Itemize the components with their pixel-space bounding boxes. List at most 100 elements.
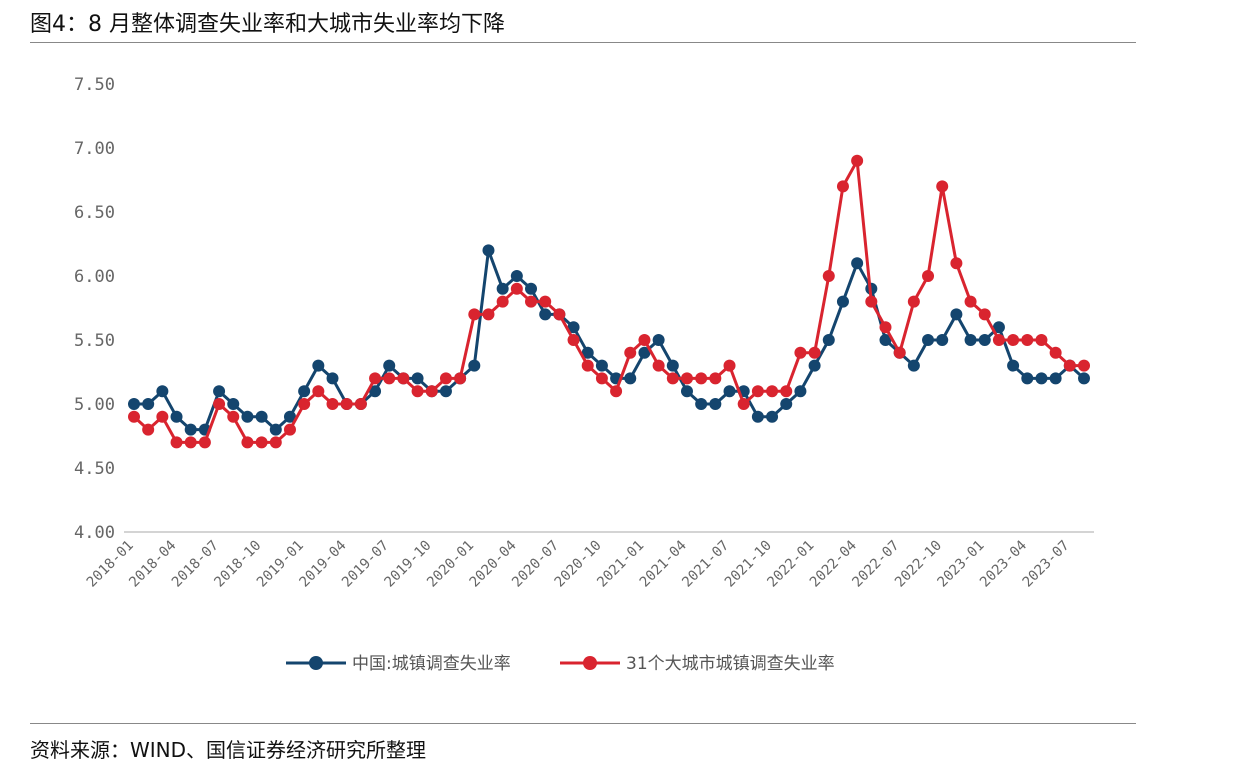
data-point	[213, 398, 226, 410]
data-point	[1063, 359, 1076, 372]
data-point	[893, 346, 906, 359]
data-point	[369, 385, 382, 398]
data-point	[496, 295, 509, 308]
data-point	[907, 295, 920, 308]
source-note: 资料来源：WIND、国信证券经济研究所整理	[30, 738, 427, 762]
data-point	[482, 308, 495, 321]
data-point	[595, 372, 608, 385]
figure-title: 图4：8 月整体调查失业率和大城市失业率均下降	[30, 12, 505, 37]
data-point	[808, 346, 821, 359]
data-point	[525, 295, 538, 308]
data-point	[1078, 359, 1090, 372]
legend-swatch-marker	[583, 656, 597, 670]
series-layer	[128, 154, 1090, 449]
data-point	[411, 372, 424, 385]
data-point	[539, 295, 552, 308]
data-point	[439, 372, 452, 385]
data-point	[283, 423, 296, 436]
data-point	[652, 334, 665, 346]
data-point	[142, 398, 155, 410]
data-point	[1021, 372, 1034, 385]
data-point	[723, 359, 736, 372]
y-tick-label: 7.50	[74, 75, 115, 95]
y-tick-label: 7.00	[74, 139, 115, 159]
data-point	[851, 257, 864, 270]
data-point	[482, 244, 495, 257]
data-point	[1035, 372, 1048, 385]
data-point	[780, 385, 793, 398]
data-point	[383, 359, 396, 372]
data-point	[298, 385, 311, 398]
data-point	[142, 423, 155, 436]
data-point	[652, 359, 665, 372]
data-point	[184, 423, 197, 436]
data-point	[156, 385, 169, 398]
series-line	[132, 159, 1084, 444]
y-tick-label: 4.50	[74, 459, 115, 479]
data-point	[794, 385, 807, 398]
data-point	[269, 436, 282, 449]
data-point	[496, 282, 509, 295]
data-point	[992, 334, 1005, 346]
data-point	[439, 385, 452, 398]
data-point	[610, 385, 623, 398]
data-point	[184, 436, 197, 449]
y-tick-label: 6.50	[74, 203, 115, 223]
data-point	[794, 346, 807, 359]
data-point	[581, 359, 594, 372]
data-point	[340, 398, 353, 410]
data-point	[695, 398, 708, 410]
legend-label: 中国:城镇调查失业率	[352, 654, 511, 674]
data-point	[1078, 372, 1090, 385]
data-point	[666, 359, 679, 372]
data-point	[666, 372, 679, 385]
data-point	[879, 334, 892, 346]
data-point	[128, 410, 140, 423]
data-point	[624, 372, 637, 385]
data-point	[680, 385, 693, 398]
data-point	[241, 436, 254, 449]
x-axis: 2018-012018-042018-072018-102019-012019-…	[84, 531, 1094, 591]
data-point	[1007, 359, 1020, 372]
legend-item: 31个大城市城镇调查失业率	[560, 654, 835, 674]
data-point	[907, 359, 920, 372]
data-point	[1035, 334, 1048, 346]
data-point	[978, 334, 991, 346]
data-point	[808, 359, 821, 372]
data-point	[737, 398, 750, 410]
data-point	[964, 334, 977, 346]
data-point	[978, 308, 991, 321]
y-tick-label: 5.00	[74, 395, 115, 415]
data-point	[255, 436, 268, 449]
data-point	[709, 398, 722, 410]
data-point	[595, 359, 608, 372]
data-point	[766, 410, 779, 423]
data-point	[227, 410, 240, 423]
series-2	[128, 154, 1090, 449]
series-1	[128, 244, 1090, 436]
data-point	[354, 398, 367, 410]
data-point	[369, 372, 382, 385]
data-point	[1049, 346, 1062, 359]
data-point	[170, 410, 183, 423]
data-point	[411, 385, 424, 398]
x-tick-label: 2023-07	[1020, 538, 1073, 591]
data-point	[780, 398, 793, 410]
y-axis: 4.00 4.50 5.00 5.50 6.00 6.50 7.00 7.50	[74, 75, 115, 543]
data-point	[695, 372, 708, 385]
data-point	[255, 410, 268, 423]
data-point	[581, 346, 594, 359]
data-point	[283, 410, 296, 423]
data-point	[751, 410, 764, 423]
data-point	[638, 346, 651, 359]
data-point	[822, 270, 835, 282]
line-chart: 4.00 4.50 5.00 5.50 6.00 6.50 7.00 7.50 2018-01…	[74, 75, 1094, 674]
legend-item: 中国:城镇调查失业率	[286, 654, 511, 674]
top-divider	[30, 42, 1136, 43]
data-point	[836, 180, 849, 193]
data-point	[312, 385, 325, 398]
data-point	[851, 154, 864, 167]
data-point	[1049, 372, 1062, 385]
data-point	[624, 346, 637, 359]
data-point	[964, 295, 977, 308]
